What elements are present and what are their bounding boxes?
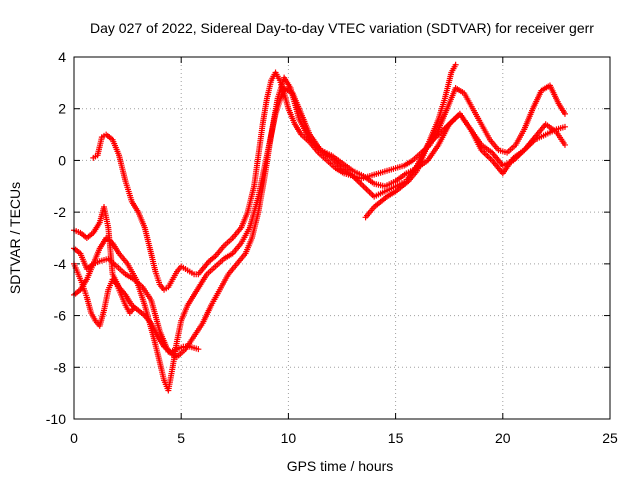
data-markers: [71, 61, 568, 394]
y-tick-label: -8: [54, 359, 67, 375]
data-series: [90, 69, 568, 293]
x-tick-label: 25: [602, 430, 618, 446]
x-tick-label: 10: [281, 430, 297, 446]
y-axis-label: SDTVAR / TECUs: [7, 182, 23, 294]
data-point: [561, 110, 568, 117]
data-point: [452, 61, 459, 68]
grid-lines: [74, 57, 610, 419]
y-tick-label: -10: [46, 411, 66, 427]
data-series: [362, 61, 459, 221]
x-tick-label: 15: [388, 430, 404, 446]
axis-ticks: [73, 56, 611, 420]
y-tick-label: 0: [58, 152, 66, 168]
x-tick-label: 5: [177, 430, 185, 446]
x-tick-label: 20: [495, 430, 511, 446]
data-point: [561, 141, 568, 148]
y-tick-label: -6: [54, 308, 67, 324]
x-tick-label: 0: [70, 430, 78, 446]
data-point: [561, 123, 568, 130]
y-tick-label: -4: [54, 256, 67, 272]
y-tick-label: -2: [54, 204, 67, 220]
plot-frame: [73, 56, 611, 420]
data-series: [71, 260, 138, 329]
data-point: [131, 304, 138, 311]
y-tick-label: 2: [58, 101, 66, 117]
chart-title: Day 027 of 2022, Sidereal Day-to-day VTE…: [90, 20, 594, 36]
tick-labels: 0 5 10 15 20 25 -10 -8 -6 -4 -2 0 2 4: [46, 49, 618, 446]
x-axis-label: GPS time / hours: [287, 458, 394, 474]
data-point: [195, 346, 202, 353]
y-tick-label: 4: [58, 49, 66, 65]
